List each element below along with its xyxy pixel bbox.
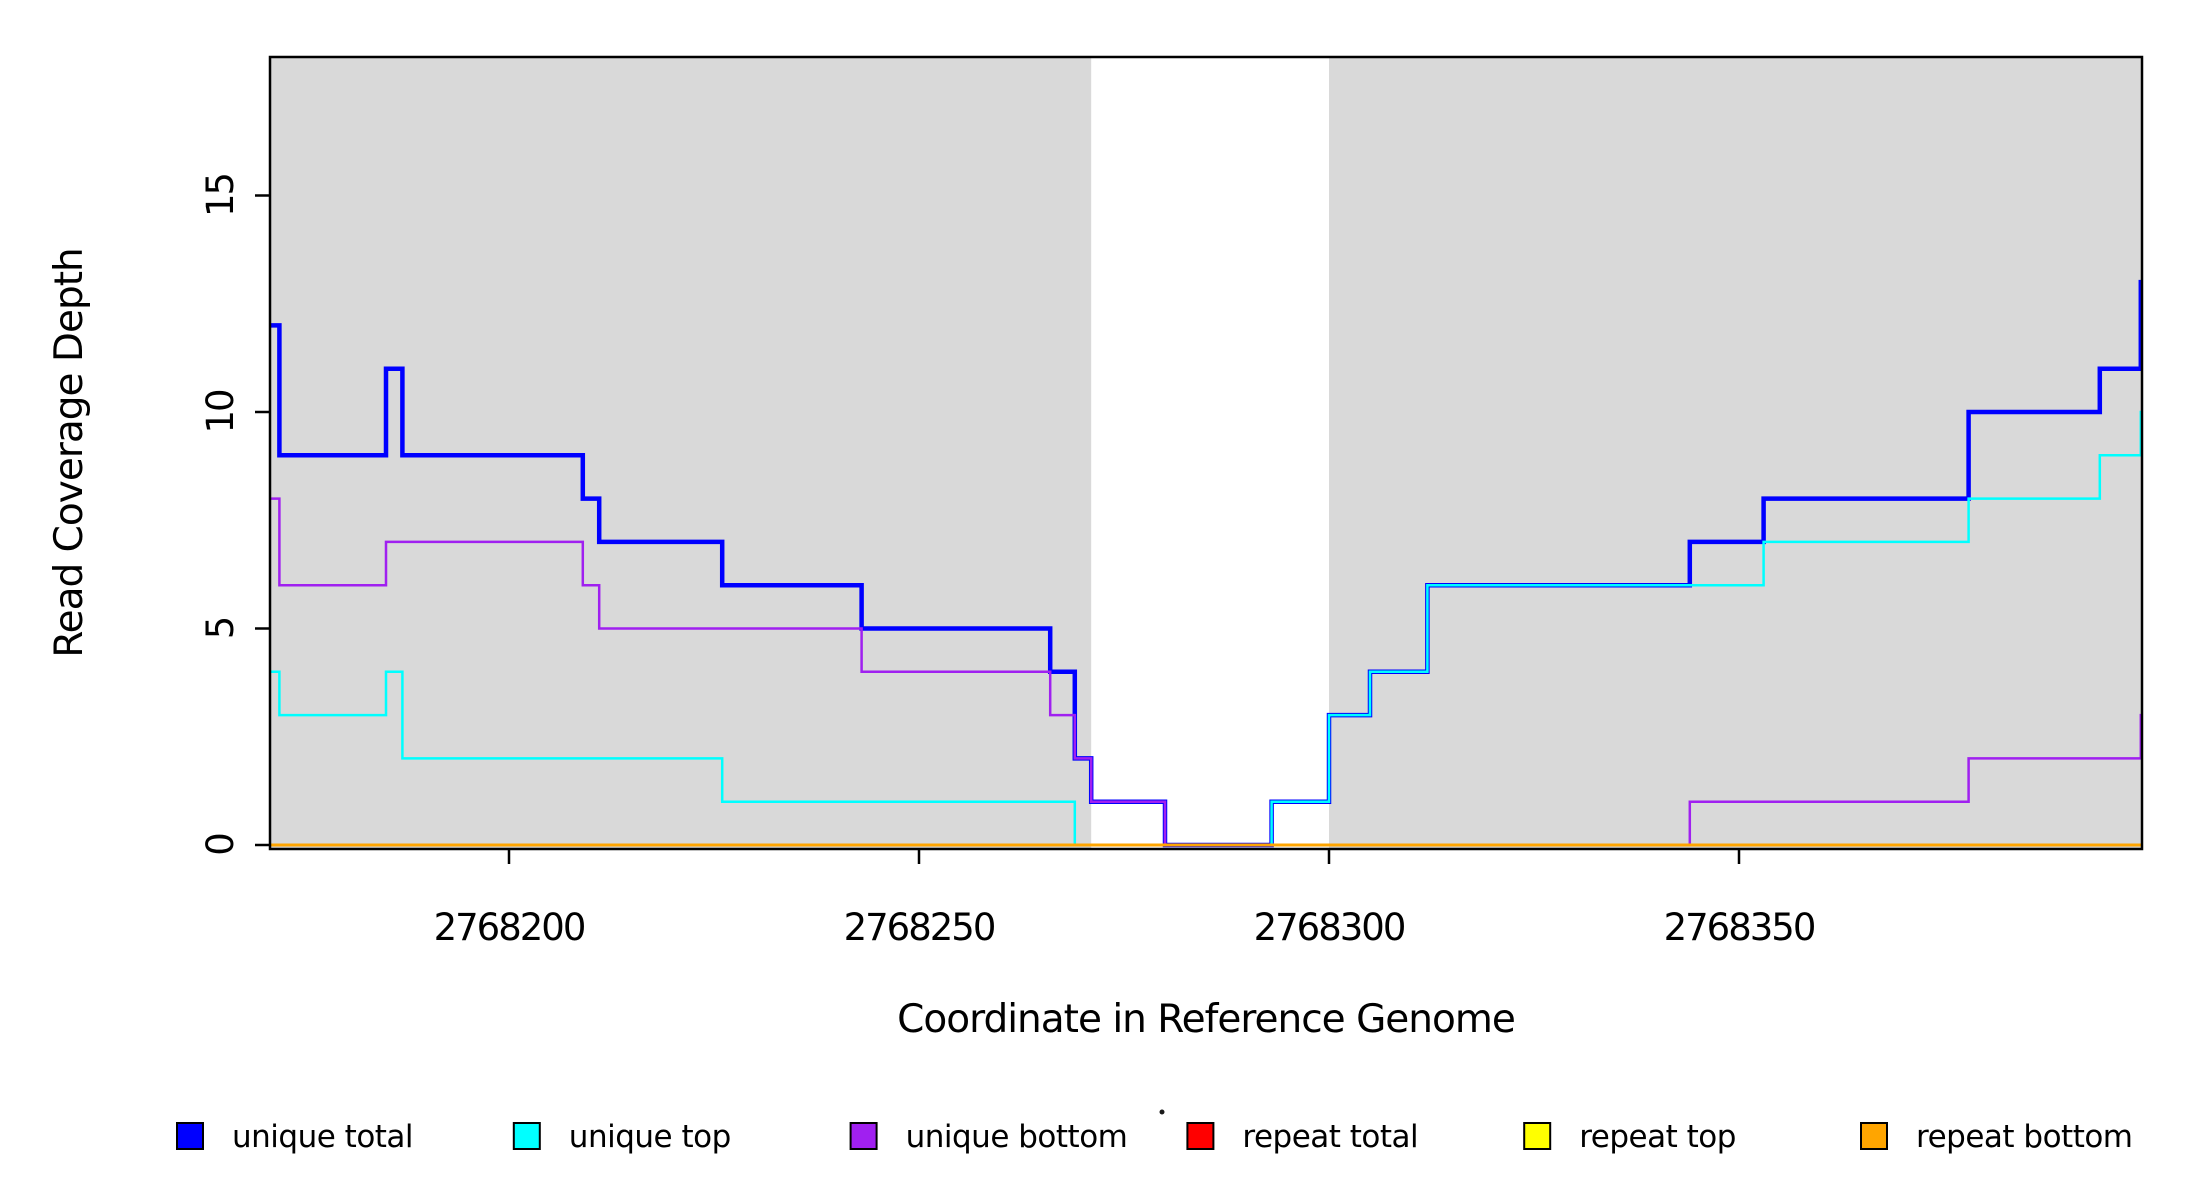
y-tick-label: 0 [199, 834, 242, 856]
y-tick-label: 5 [199, 618, 242, 640]
y-tick-label: 10 [199, 390, 242, 434]
legend-label-repeat-total: repeat total [1242, 1119, 1418, 1155]
legend-swatch-unique-top [512, 1122, 541, 1150]
legend-swatch-unique-bottom [849, 1122, 878, 1150]
stray-dot-artifact [1159, 1109, 1165, 1115]
x-tick-label: 2768250 [844, 906, 995, 949]
repeat-shaded-region-right [1329, 57, 2143, 849]
legend-label-repeat-bottom: repeat bottom [1916, 1119, 2133, 1155]
x-axis-title: Coordinate in Reference Genome [897, 997, 1515, 1042]
y-tick-label: 15 [199, 174, 242, 217]
legend: unique total unique top unique bottom repea… [176, 1119, 2133, 1155]
repeat-shaded-region-left [270, 57, 1092, 849]
plot-border [268, 55, 2144, 851]
legend-swatch-repeat-top [1523, 1122, 1552, 1150]
legend-swatch-unique-total [176, 1122, 204, 1150]
legend-label-unique-total: unique total [232, 1119, 413, 1155]
x-tick-label: 2768200 [434, 906, 585, 949]
legend-label-unique-top: unique top [569, 1119, 731, 1155]
series-line-unique-top [270, 410, 2142, 847]
series-line-unique-bottom [270, 497, 2142, 847]
legend-swatch-repeat-bottom [1860, 1122, 1888, 1150]
x-tick-label: 2768300 [1254, 906, 1405, 949]
legend-swatch-repeat-total [1186, 1122, 1215, 1150]
x-tick-label: 2768350 [1664, 906, 1815, 949]
y-axis-title: Read Coverage Depth [47, 248, 92, 657]
legend-label-unique-bottom: unique bottom [906, 1119, 1128, 1155]
legend-label-repeat-top: repeat top [1579, 1119, 1736, 1155]
